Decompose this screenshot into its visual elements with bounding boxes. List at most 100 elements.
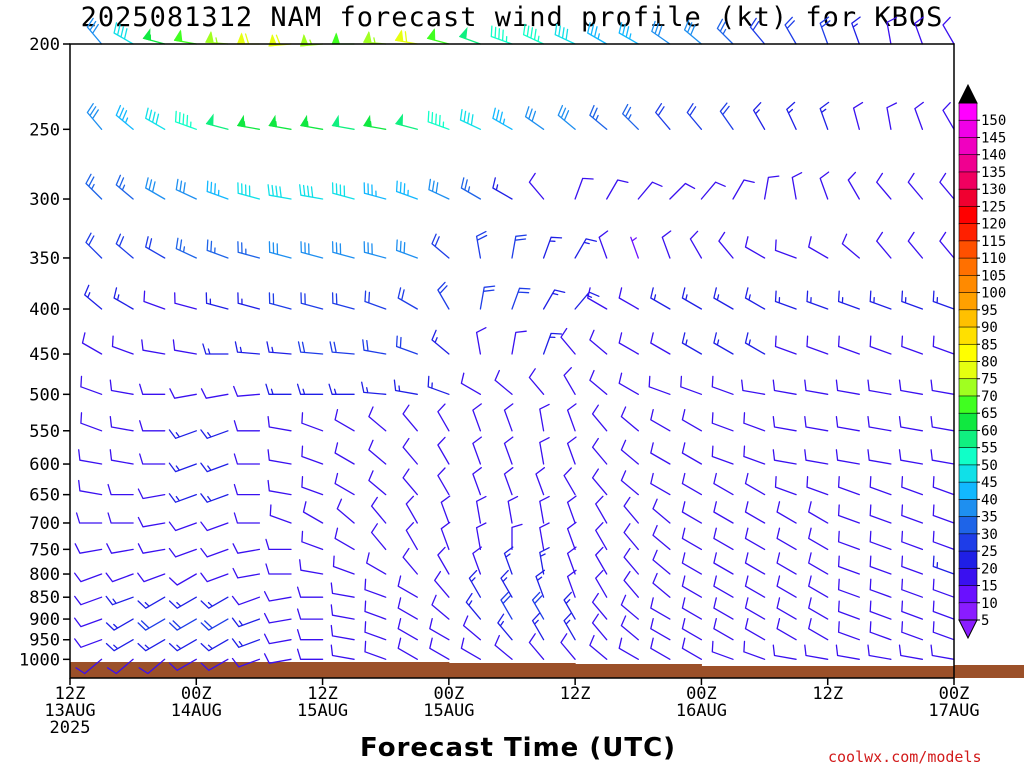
- wind-barb: [175, 237, 197, 259]
- wind-barb: [774, 239, 797, 259]
- wind-barb: [744, 472, 766, 496]
- wind-barb: [297, 341, 324, 355]
- wind-barb: [368, 439, 387, 465]
- wind-barb: [427, 375, 450, 395]
- wind-barb: [336, 498, 355, 524]
- wind-barb: [898, 379, 924, 395]
- colorbar-swatch: [958, 206, 978, 225]
- wind-barb: [930, 449, 955, 465]
- wind-barb: [472, 546, 482, 575]
- wind-barb: [200, 493, 229, 503]
- wind-barb: [901, 530, 924, 551]
- wind-barb: [393, 379, 418, 395]
- wind-barb: [716, 18, 734, 45]
- wind-barb: [637, 181, 663, 200]
- wind-barb: [876, 172, 892, 200]
- wind-barb: [587, 287, 608, 310]
- wind-barb: [263, 612, 292, 624]
- wind-barb-pennant: [205, 113, 214, 126]
- wind-barb: [364, 578, 387, 598]
- wind-barb: [837, 578, 860, 598]
- wind-barb: [711, 640, 734, 660]
- wind-barb: [174, 292, 197, 310]
- wind-barb: [137, 596, 166, 609]
- wind-barb: [598, 230, 609, 259]
- wind-barb: [511, 523, 523, 551]
- wind-barb: [808, 597, 829, 620]
- wind-barb: [405, 495, 418, 524]
- ground-segment: [701, 666, 829, 678]
- wind-barb: [440, 521, 451, 551]
- colorbar-label: 30: [981, 527, 998, 543]
- x-tick-label: 12Z: [55, 684, 86, 704]
- colorbar-label: 80: [981, 355, 998, 371]
- wind-barb: [302, 501, 324, 524]
- wind-barb: [622, 103, 639, 130]
- wind-barb-pennant: [426, 28, 435, 41]
- wind-barb: [835, 379, 860, 395]
- wind-barb: [587, 22, 608, 45]
- wind-barb: [460, 637, 482, 660]
- wind-barb: [683, 19, 703, 45]
- wind-barb: [681, 597, 703, 620]
- wind-barb: [932, 600, 955, 620]
- colorbar-swatch: [958, 223, 978, 242]
- wind-barb: [566, 521, 577, 551]
- wind-barb: [74, 595, 103, 606]
- wind-barb: [713, 287, 734, 310]
- wind-barb: [554, 23, 576, 45]
- colorbar-swatch: [958, 361, 978, 380]
- wind-barb: [107, 483, 134, 496]
- wind-barb: [200, 658, 229, 671]
- colorbar-swatch: [958, 275, 978, 294]
- wind-barb: [623, 570, 639, 598]
- colorbar-label: 60: [981, 423, 998, 439]
- colorbar-label: 90: [981, 320, 998, 336]
- wind-barb: [364, 600, 387, 620]
- wind-barb: [776, 527, 797, 551]
- x-tick-label: 00Z: [686, 684, 717, 704]
- colorbar-label: 125: [981, 199, 1006, 215]
- colorbar-label: 5: [981, 613, 989, 629]
- colorbar-label: 20: [981, 561, 998, 577]
- wind-barb: [107, 512, 134, 524]
- colorbar-swatch: [958, 602, 978, 621]
- wind-barb: [557, 104, 576, 130]
- wind-barb: [566, 546, 577, 575]
- wind-barb: [301, 412, 324, 432]
- wind-barb: [566, 495, 577, 524]
- wind-barb: [494, 634, 513, 660]
- wind-barb: [269, 504, 292, 524]
- wind-barb: [681, 472, 703, 496]
- wind-barb: [591, 404, 608, 432]
- wind-barb: [143, 290, 166, 310]
- wind-barb: [681, 501, 703, 524]
- wind-barb: [231, 638, 261, 648]
- wind-barb: [772, 415, 797, 432]
- wind-barb: [932, 530, 955, 551]
- wind-barb: [137, 516, 166, 528]
- wind-barb: [681, 442, 703, 465]
- wind-barb: [440, 495, 451, 524]
- wind-barb: [200, 596, 229, 609]
- wind-barb: [718, 231, 734, 259]
- wind-barb: [330, 582, 355, 598]
- wind-barb: [334, 472, 355, 496]
- wind-barb: [265, 563, 292, 575]
- wind-barb: [837, 621, 860, 641]
- wind-barb: [808, 575, 829, 598]
- colorbar-swatch: [958, 412, 978, 432]
- wind-barb: [168, 573, 197, 586]
- wind-barb: [232, 567, 261, 579]
- wind-barb: [869, 555, 892, 575]
- colorbar-swatch: [958, 309, 978, 328]
- colorbar-label: 135: [981, 165, 1006, 181]
- y-tick-label: 750: [29, 540, 60, 560]
- wind-barb: [650, 637, 671, 660]
- y-tick-label: 800: [29, 565, 60, 585]
- wind-barb: [462, 615, 482, 641]
- wind-barb: [563, 591, 576, 620]
- colorbar-swatch: [958, 481, 978, 501]
- wind-barb: [427, 110, 450, 130]
- wind-barb: [932, 476, 955, 496]
